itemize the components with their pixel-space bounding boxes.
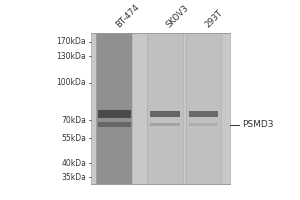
Text: SKOV3: SKOV3: [165, 3, 191, 29]
Text: 70kDa: 70kDa: [61, 116, 86, 125]
Text: 40kDa: 40kDa: [61, 159, 86, 168]
Text: 170kDa: 170kDa: [56, 37, 86, 46]
Bar: [150, 123, 180, 126]
Bar: [147, 33, 183, 184]
Text: PSMD3: PSMD3: [242, 120, 274, 129]
Bar: [98, 110, 131, 118]
Text: 130kDa: 130kDa: [56, 52, 86, 61]
Bar: [189, 111, 218, 117]
Text: 293T: 293T: [203, 8, 225, 29]
Bar: [98, 122, 131, 127]
Bar: [186, 33, 221, 184]
Text: BT-474: BT-474: [114, 3, 141, 29]
Bar: [97, 33, 132, 184]
Bar: [150, 111, 180, 117]
Text: 100kDa: 100kDa: [56, 78, 86, 87]
Text: 35kDa: 35kDa: [61, 173, 86, 182]
Bar: [91, 33, 230, 184]
Bar: [189, 123, 218, 126]
Text: 55kDa: 55kDa: [61, 134, 86, 143]
